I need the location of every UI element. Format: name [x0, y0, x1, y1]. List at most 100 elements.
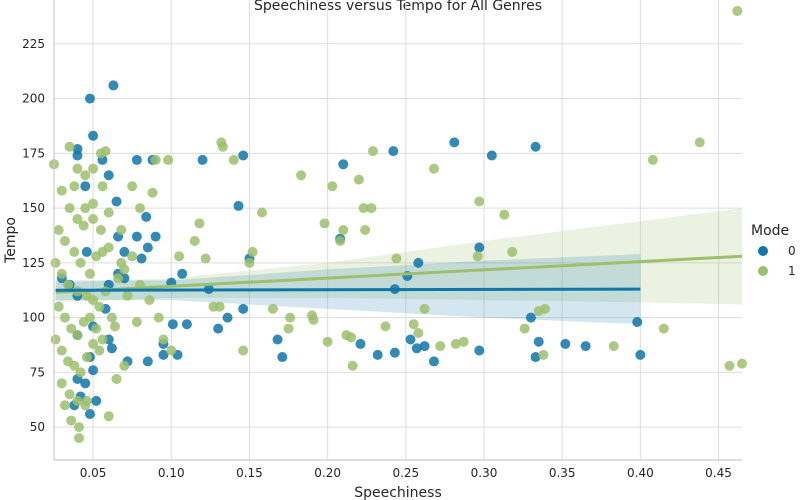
legend-label-mode-1: 1 [788, 264, 796, 278]
data-point-mode-0 [177, 268, 188, 279]
data-point-mode-1 [150, 154, 161, 165]
data-point-mode-0 [530, 141, 541, 152]
data-point-mode-1 [472, 251, 483, 262]
data-point-mode-1 [59, 312, 70, 323]
data-point-mode-1 [538, 349, 549, 360]
data-point-mode-1 [72, 330, 83, 341]
data-point-mode-1 [608, 341, 619, 352]
data-point-mode-0 [372, 349, 383, 360]
x-tick-label: 0.35 [549, 466, 576, 480]
data-point-mode-1 [737, 358, 747, 369]
data-point-mode-1 [244, 257, 255, 268]
legend: Mode 0 1 [751, 223, 796, 278]
data-point-mode-1 [450, 338, 461, 349]
data-point-mode-1 [74, 433, 85, 444]
data-point-mode-1 [78, 220, 89, 231]
data-point-mode-1 [189, 235, 200, 246]
data-point-mode-1 [285, 312, 296, 323]
data-point-mode-0 [405, 334, 416, 345]
y-tick-labels: 50 75 100 125 150 175 200 225 [22, 37, 45, 434]
data-point-mode-0 [635, 349, 646, 360]
data-point-mode-1 [100, 146, 111, 157]
data-point-mode-1 [72, 163, 83, 174]
data-point-mode-1 [256, 207, 267, 218]
data-point-mode-1 [360, 225, 371, 235]
data-point-mode-0 [72, 150, 83, 161]
x-tick-label: 0.15 [236, 466, 263, 480]
data-point-mode-0 [181, 319, 192, 330]
data-point-mode-0 [150, 231, 161, 242]
x-axis-title: Speechiness [354, 485, 442, 500]
data-point-mode-0 [389, 347, 400, 358]
data-point-mode-1 [319, 218, 330, 229]
data-point-mode-1 [88, 198, 99, 209]
regression-lines [55, 254, 743, 294]
data-point-mode-1 [88, 295, 99, 306]
y-tick-label: 100 [22, 311, 45, 325]
data-point-mode-1 [116, 225, 127, 235]
y-tick-label: 125 [22, 256, 45, 270]
data-point-mode-1 [84, 312, 95, 323]
data-point-mode-1 [322, 336, 333, 347]
data-point-mode-1 [56, 378, 67, 389]
data-point-mode-1 [66, 323, 77, 334]
legend-title: Mode [751, 223, 789, 239]
data-point-mode-0 [238, 150, 249, 161]
data-point-mode-1 [335, 235, 346, 246]
data-point-mode-0 [413, 257, 424, 268]
data-point-mode-1 [64, 389, 75, 400]
x-tick-label: 0.30 [471, 466, 498, 480]
data-point-mode-0 [474, 242, 485, 253]
data-point-mode-1 [127, 181, 138, 192]
data-point-mode-0 [80, 181, 91, 192]
data-point-mode-1 [88, 163, 99, 174]
data-point-mode-1 [69, 181, 80, 192]
data-point-mode-1 [94, 345, 105, 356]
data-point-mode-0 [449, 137, 460, 148]
legend-marker-mode-1 [758, 266, 768, 276]
data-point-mode-0 [222, 312, 233, 323]
data-point-mode-1 [103, 411, 114, 422]
data-point-mode-0 [91, 395, 102, 406]
data-point-mode-1 [166, 345, 177, 356]
y-tick-label: 75 [30, 365, 45, 379]
data-point-mode-1 [194, 218, 205, 229]
data-point-mode-1 [91, 323, 102, 334]
data-point-mode-0 [108, 80, 119, 91]
data-point-mode-1 [474, 196, 485, 207]
data-point-mode-1 [94, 301, 105, 312]
y-tick-label: 175 [22, 146, 45, 160]
data-point-mode-0 [80, 378, 91, 389]
data-point-mode-0 [419, 341, 430, 352]
data-point-mode-1 [174, 251, 185, 262]
x-tick-label: 0.05 [80, 466, 107, 480]
data-point-mode-1 [81, 395, 92, 406]
data-point-mode-1 [119, 264, 130, 275]
data-point-mode-1 [56, 345, 67, 356]
data-point-mode-1 [81, 352, 92, 363]
data-point-mode-1 [267, 303, 278, 314]
data-point-mode-0 [103, 170, 114, 181]
regression-line-mode-1 [55, 254, 743, 294]
data-point-mode-1 [122, 290, 133, 301]
data-point-mode-1 [97, 334, 108, 345]
data-point-mode-1 [347, 360, 358, 371]
data-point-mode-0 [88, 130, 99, 141]
data-point-mode-1 [367, 146, 378, 157]
data-point-mode-1 [147, 187, 158, 198]
data-point-mode-0 [632, 317, 643, 327]
data-point-mode-1 [327, 181, 338, 192]
data-point-mode-0 [131, 154, 142, 165]
y-tick-label: 150 [22, 201, 45, 215]
data-point-mode-1 [217, 141, 228, 152]
data-point-mode-1 [346, 332, 357, 343]
data-point-mode-1 [72, 395, 83, 406]
data-point-mode-0 [525, 312, 536, 323]
data-point-mode-1 [88, 214, 99, 225]
data-point-mode-1 [283, 323, 294, 334]
x-tick-label: 0.20 [314, 466, 341, 480]
data-point-mode-1 [66, 415, 77, 426]
data-point-mode-0 [142, 242, 153, 253]
data-point-mode-1 [158, 334, 169, 345]
